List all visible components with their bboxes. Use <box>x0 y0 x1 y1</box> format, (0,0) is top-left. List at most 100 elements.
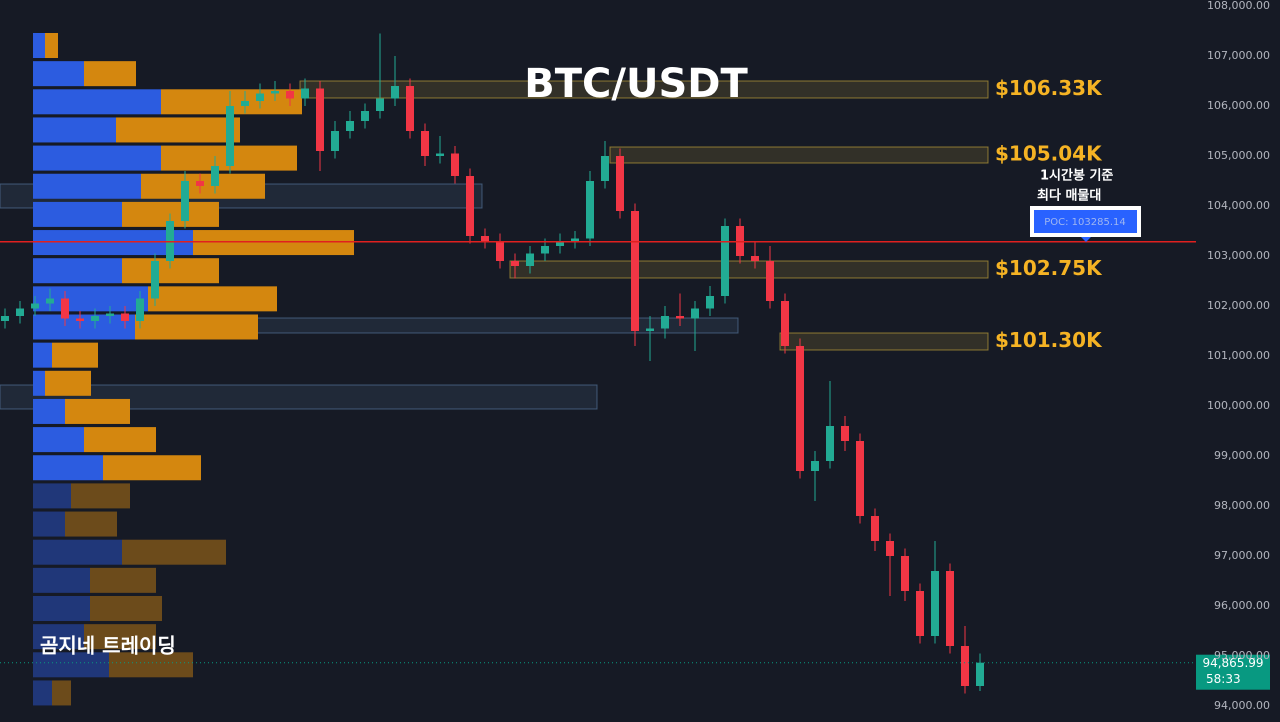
y-tick-label: 96,000.00 <box>1214 599 1270 612</box>
candle-body <box>556 241 564 246</box>
candle-body <box>241 101 249 106</box>
volume-profile <box>33 33 354 706</box>
candle-body <box>601 156 609 181</box>
candle-body <box>646 328 654 331</box>
profile-buy <box>33 201 122 227</box>
profile-sell <box>141 173 265 199</box>
poc-label: POC: 103285.14 <box>1044 217 1126 228</box>
last-price-label: 94,865.99 <box>1202 656 1263 670</box>
y-tick-label: 99,000.00 <box>1214 449 1270 462</box>
candle-body <box>436 153 444 156</box>
profile-sell <box>103 455 201 481</box>
candle-body <box>676 316 684 319</box>
profile-buy <box>33 539 122 565</box>
overlays: POC: 103285.14 94,865.99 58:33 <box>0 206 1270 690</box>
profile-sell <box>84 61 136 87</box>
candle-body <box>136 298 144 321</box>
candle-body <box>421 131 429 156</box>
profile-sell <box>65 511 117 537</box>
candle-body <box>226 106 234 166</box>
candle-body <box>496 241 504 261</box>
profile-sell <box>84 427 156 453</box>
profile-sell <box>109 652 193 678</box>
countdown: 58:33 <box>1206 672 1241 686</box>
y-tick-label: 106,000.00 <box>1207 99 1270 112</box>
candle-body <box>691 308 699 319</box>
candle-body <box>31 303 39 309</box>
y-tick-label: 107,000.00 <box>1207 49 1270 62</box>
y-tick-label: 100,000.00 <box>1207 399 1270 412</box>
y-tick-label: 108,000.00 <box>1207 0 1270 12</box>
profile-buy <box>33 117 116 143</box>
candle-body <box>811 461 819 471</box>
poc-box-inner <box>1034 210 1137 233</box>
candle-body <box>181 181 189 221</box>
candle-body <box>286 91 294 99</box>
profile-sell <box>90 567 156 593</box>
candle-body <box>361 111 369 121</box>
candle-body <box>346 121 354 131</box>
candle-body <box>916 591 924 636</box>
candle-body <box>46 298 54 304</box>
y-tick-label: 105,000.00 <box>1207 149 1270 162</box>
profile-buy <box>33 624 84 650</box>
candle-body <box>511 261 519 266</box>
profile-buy <box>33 567 90 593</box>
candle-body <box>376 98 384 111</box>
candle-body <box>751 256 759 261</box>
zone-label: $105.04K <box>995 142 1103 166</box>
candle-body <box>256 93 264 101</box>
candle-body <box>526 253 534 266</box>
candle-body <box>946 571 954 646</box>
profile-sell <box>45 33 58 58</box>
candle-body <box>871 516 879 541</box>
candle-body <box>331 131 339 151</box>
candle-body <box>61 298 69 319</box>
zone <box>509 260 989 279</box>
profile-buy <box>33 680 52 706</box>
candle-body <box>271 91 279 94</box>
profile-buy <box>33 89 161 115</box>
profile-sell <box>52 680 71 706</box>
profile-buy <box>33 314 135 340</box>
candle-body <box>931 571 939 636</box>
candle-body <box>211 166 219 186</box>
profile-buy <box>33 145 161 171</box>
profile-buy <box>33 173 141 199</box>
poc-pointer <box>1081 237 1091 242</box>
candle-body <box>961 646 969 686</box>
profile-sell <box>90 596 162 621</box>
watermark: 곰지네 트레이딩 <box>40 634 176 658</box>
y-tick-label: 103,000.00 <box>1207 249 1270 262</box>
candle-body <box>301 88 309 99</box>
y-tick-label: 94,000.00 <box>1214 699 1270 712</box>
zones: $106.33K $105.04K $102.75K $101.30K <box>0 76 1103 410</box>
candle-body <box>571 238 579 241</box>
zone <box>609 146 989 164</box>
candle-body <box>451 153 459 176</box>
profile-buy <box>33 342 52 368</box>
profile-sell <box>122 539 226 565</box>
candle-body <box>766 261 774 301</box>
y-tick-label: 95,000.00 <box>1214 649 1270 662</box>
profile-buy <box>33 33 45 58</box>
profile-buy <box>33 427 84 453</box>
candle-body <box>466 176 474 236</box>
candle-body <box>661 316 669 329</box>
profile-buy <box>33 398 65 424</box>
candle-body <box>76 318 84 321</box>
candle-body <box>391 86 399 99</box>
candle-body <box>16 308 24 316</box>
y-tick-label: 101,000.00 <box>1207 349 1270 362</box>
candle-body <box>481 236 489 241</box>
y-tick-label: 104,000.00 <box>1207 199 1270 212</box>
zone-label: $102.75K <box>995 256 1103 280</box>
profile-sell <box>45 370 91 396</box>
profile-sell <box>116 117 240 143</box>
annotation: 최다 매물대 <box>1037 188 1101 204</box>
profile-buy <box>33 652 109 678</box>
candle-body <box>841 426 849 441</box>
profile-sell <box>84 624 156 650</box>
candle-body <box>616 156 624 211</box>
candle-body <box>91 316 99 321</box>
